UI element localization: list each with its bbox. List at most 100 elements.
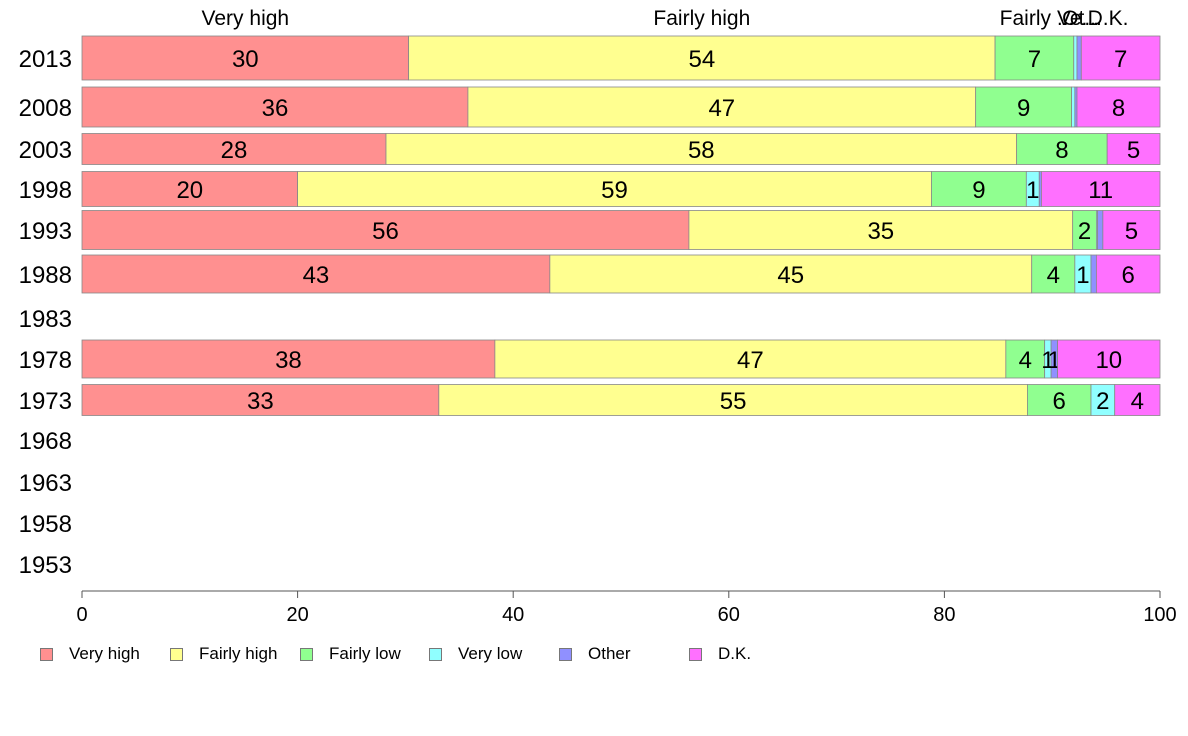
data-label: 6 (1053, 388, 1066, 415)
bar-segment (1076, 86, 1161, 128)
bar-segment (81, 171, 299, 207)
legend-item: Fairly high (170, 644, 277, 664)
top-category-label: Ve... (1057, 7, 1099, 30)
bar-segment (1041, 171, 1161, 207)
legend-item: Other (559, 644, 631, 664)
data-label: 35 (867, 218, 894, 245)
top-category-label: Ot... (1062, 7, 1102, 30)
legend-swatch (40, 647, 53, 661)
data-label: 8 (1112, 95, 1125, 122)
data-label: 36 (262, 95, 289, 122)
bar-segment (1076, 35, 1082, 81)
chart-legend: Very high Fairly high Fairly low Very low Ot… (40, 644, 1140, 666)
data-label: 33 (247, 388, 274, 415)
x-tick-label: 80 (933, 604, 955, 626)
data-label: 1 (1026, 177, 1039, 204)
bar-segment (1097, 210, 1104, 250)
y-tick-label: 1993 (19, 218, 72, 245)
legend-label: Very low (458, 644, 523, 663)
y-tick-label: 1988 (19, 262, 72, 289)
bar-segment (467, 86, 977, 128)
data-label: 54 (688, 46, 715, 73)
bar-segment (994, 35, 1075, 81)
x-tick-label: 40 (502, 604, 524, 626)
y-tick-label: 1973 (19, 388, 72, 415)
data-label: 11 (1088, 177, 1113, 204)
top-category-label: Very high (202, 7, 290, 30)
data-label: 30 (232, 46, 259, 73)
data-label: 8 (1055, 137, 1068, 164)
bar-segment (931, 171, 1027, 207)
data-label: 7 (1028, 46, 1041, 73)
bar-segment (1005, 339, 1046, 379)
bar-segment (81, 35, 410, 81)
data-label: 10 (1095, 347, 1122, 374)
bar-segment (494, 339, 1007, 379)
legend-item: Fairly low (300, 644, 401, 664)
y-tick-label: 1953 (19, 552, 72, 579)
bar-segment (1114, 384, 1161, 416)
data-label: 58 (688, 137, 715, 164)
bar-segment (549, 254, 1033, 294)
bar-segment (1027, 384, 1092, 416)
legend-swatch (429, 647, 442, 661)
data-label: 43 (303, 262, 330, 289)
bar-segment (1095, 254, 1161, 294)
y-tick-label: 1998 (19, 177, 72, 204)
x-tick-label: 60 (718, 604, 740, 626)
bar-segment (1102, 210, 1161, 250)
data-label: 55 (720, 388, 747, 415)
bar-segment (1106, 133, 1161, 165)
legend-swatch (559, 647, 572, 661)
bar-segment (438, 384, 1028, 416)
y-tick-label: 2013 (19, 46, 72, 73)
data-label: 7 (1114, 46, 1127, 73)
data-label: 47 (708, 95, 735, 122)
bar-segment (81, 384, 440, 416)
bar-segment (297, 171, 932, 207)
y-tick-label: 2008 (19, 95, 72, 122)
data-label: 2 (1096, 388, 1109, 415)
legend-swatch (689, 647, 702, 661)
bar-segment (81, 339, 496, 379)
data-label: 20 (176, 177, 203, 204)
bar-segment (1073, 35, 1078, 81)
legend-item: D.K. (689, 644, 751, 664)
data-label: 59 (601, 177, 628, 204)
legend-swatch (170, 647, 183, 661)
x-tick-label: 100 (1143, 604, 1176, 626)
bar-segment (1080, 35, 1161, 81)
y-tick-label: 1983 (19, 306, 72, 333)
bar-segment (1090, 254, 1097, 294)
data-label: 9 (1017, 95, 1030, 122)
bar-segment (81, 210, 690, 250)
data-label: 4 (1047, 262, 1060, 289)
data-label: 28 (221, 137, 248, 164)
bar-segment (385, 133, 1018, 165)
top-category-label: D.K. (1088, 7, 1129, 30)
bar-segment (408, 35, 996, 81)
legend-label: Very high (69, 644, 140, 663)
legend-swatch (300, 647, 313, 661)
legend-label: D.K. (718, 644, 752, 663)
data-label: 47 (737, 347, 764, 374)
bar-segment (81, 254, 551, 294)
data-label: 4 (1131, 388, 1144, 415)
bar-segment (975, 86, 1073, 128)
y-tick-label: 1978 (19, 347, 72, 374)
legend-item: Very low (429, 644, 522, 664)
bar-segment (81, 133, 387, 165)
data-label: 2 (1078, 218, 1091, 245)
data-label: 1 (1076, 262, 1089, 289)
x-tick-label: 0 (76, 604, 87, 626)
y-tick-label: 2003 (19, 137, 72, 164)
data-label: 4 (1019, 347, 1032, 374)
x-tick-label: 20 (286, 604, 308, 626)
data-label: 38 (275, 347, 302, 374)
y-tick-label: 1963 (19, 470, 72, 497)
y-tick-label: 1968 (19, 428, 72, 455)
bar-segment (1071, 86, 1076, 128)
data-label: 9 (972, 177, 985, 204)
legend-label: Other (588, 644, 631, 663)
